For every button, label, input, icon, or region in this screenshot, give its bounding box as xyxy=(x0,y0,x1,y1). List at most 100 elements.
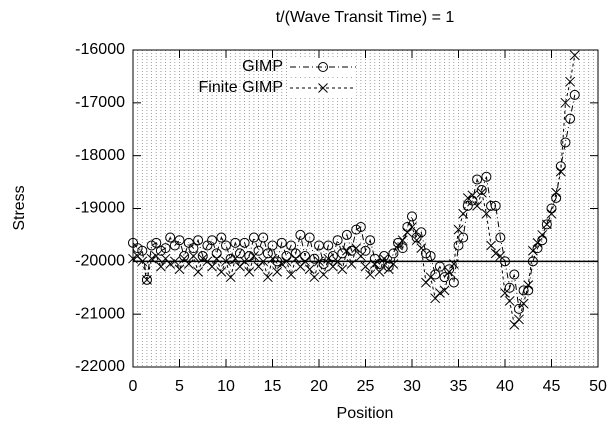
point xyxy=(407,222,417,232)
point xyxy=(267,240,278,251)
x-axis-label: Position xyxy=(337,405,394,422)
point xyxy=(244,267,255,277)
point xyxy=(448,259,459,269)
point xyxy=(518,298,529,309)
point xyxy=(234,248,245,259)
legend-item: GIMP xyxy=(242,58,356,76)
point xyxy=(513,303,524,314)
point xyxy=(211,248,222,259)
point xyxy=(458,232,469,243)
point xyxy=(425,251,436,262)
y-tick-label: -18000 xyxy=(75,147,125,164)
point xyxy=(332,235,343,246)
y-tick-label: -17000 xyxy=(75,94,125,111)
point xyxy=(411,235,422,246)
point xyxy=(444,267,455,277)
point xyxy=(151,251,162,261)
point xyxy=(169,256,180,267)
y-tick-label: -21000 xyxy=(75,305,125,322)
point xyxy=(156,261,166,272)
point xyxy=(137,256,148,267)
point xyxy=(146,240,157,251)
point xyxy=(193,267,203,277)
point xyxy=(300,251,311,262)
point xyxy=(472,174,483,185)
point xyxy=(258,232,269,243)
y-axis-label: Stress xyxy=(11,185,28,230)
point xyxy=(132,243,143,254)
legend-marker xyxy=(318,62,328,72)
point xyxy=(514,314,524,325)
point xyxy=(179,251,190,262)
point xyxy=(444,264,455,275)
point xyxy=(462,193,473,203)
point xyxy=(137,245,148,256)
point xyxy=(569,50,580,61)
legend-label: Finite GIMP xyxy=(199,79,283,96)
legend-item: Finite GIMP xyxy=(199,79,356,97)
point xyxy=(216,232,227,243)
point xyxy=(300,256,310,267)
point xyxy=(365,235,376,246)
legend-marker xyxy=(318,83,328,93)
point xyxy=(420,248,431,259)
point xyxy=(141,274,152,285)
point xyxy=(197,253,208,264)
x-tick-label: 40 xyxy=(496,378,514,395)
point xyxy=(560,97,571,108)
point xyxy=(290,253,301,264)
point xyxy=(490,248,501,259)
point xyxy=(272,256,283,267)
point xyxy=(481,171,492,182)
point xyxy=(490,200,501,211)
y-tick-label: -20000 xyxy=(75,253,125,270)
point xyxy=(249,251,259,261)
point xyxy=(286,240,297,251)
y-tick-label: -19000 xyxy=(75,200,125,217)
point xyxy=(458,208,469,219)
point xyxy=(128,253,138,264)
point xyxy=(430,269,441,280)
point xyxy=(486,200,497,211)
point xyxy=(439,285,450,296)
point xyxy=(197,251,208,262)
point xyxy=(551,187,562,198)
point xyxy=(174,264,185,275)
point xyxy=(248,232,259,243)
series-line xyxy=(132,94,576,310)
x-tick-label: 50 xyxy=(589,378,607,395)
point xyxy=(267,253,278,264)
x-tick-label: 0 xyxy=(129,378,138,395)
point xyxy=(500,256,510,267)
point xyxy=(281,256,292,267)
point xyxy=(500,288,510,298)
point xyxy=(327,251,338,262)
point xyxy=(476,185,487,196)
point xyxy=(351,224,362,235)
point xyxy=(323,240,334,251)
point xyxy=(374,267,385,277)
point xyxy=(448,277,459,288)
point xyxy=(193,235,204,246)
point xyxy=(476,187,487,198)
point xyxy=(188,251,199,261)
point xyxy=(160,243,171,254)
legend-label: GIMP xyxy=(242,58,283,75)
point xyxy=(258,256,269,267)
y-tick-label: -22000 xyxy=(75,358,125,375)
point xyxy=(211,253,222,264)
point xyxy=(569,89,580,100)
point xyxy=(295,229,306,240)
point xyxy=(286,269,296,280)
point xyxy=(262,248,273,259)
x-tick-label: 10 xyxy=(217,378,235,395)
point xyxy=(453,224,464,235)
point xyxy=(346,259,357,269)
point xyxy=(495,232,506,243)
point xyxy=(355,221,366,232)
point xyxy=(165,232,176,243)
point xyxy=(439,272,450,283)
point xyxy=(560,137,571,148)
point xyxy=(276,237,287,248)
